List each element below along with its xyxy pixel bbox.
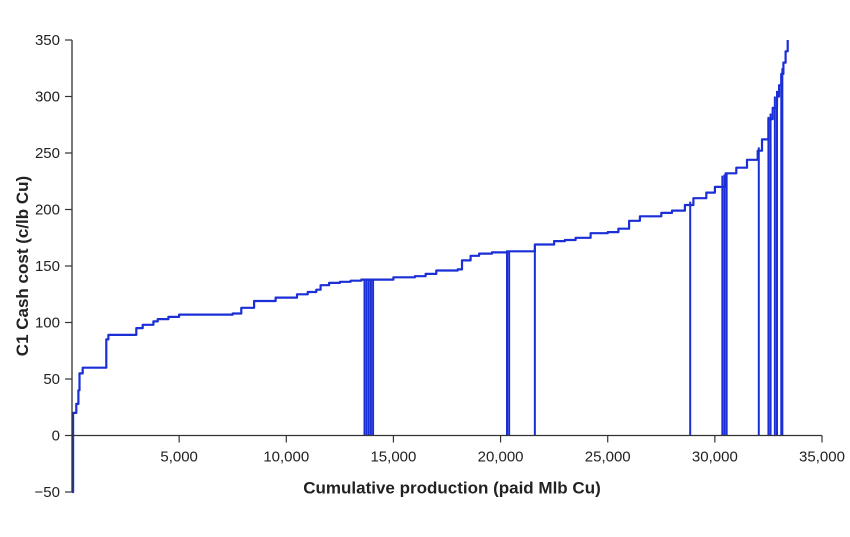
y-tick-label: 100 bbox=[35, 315, 60, 332]
x-tick-label: 10,000 bbox=[263, 449, 309, 466]
x-tick-label: 30,000 bbox=[692, 449, 738, 466]
x-tick-label: 35,000 bbox=[799, 449, 845, 466]
y-axis-ticks: −50 0 50 100 150 200 250 300 350 bbox=[35, 32, 72, 501]
cost-curve-line bbox=[72, 40, 789, 494]
y-axis-title: C1 Cash cost (c/lb Cu) bbox=[13, 176, 32, 356]
y-tick-label: 50 bbox=[43, 371, 60, 388]
y-tick-label: 300 bbox=[35, 89, 60, 106]
y-tick-label: 150 bbox=[35, 258, 60, 275]
x-tick-label: 20,000 bbox=[478, 449, 524, 466]
x-tick-label: 5,000 bbox=[160, 449, 198, 466]
x-axis-title: Cumulative production (paid Mlb Cu) bbox=[303, 479, 600, 498]
x-tick-label: 25,000 bbox=[585, 449, 631, 466]
y-tick-label: 350 bbox=[35, 32, 60, 49]
y-tick-label: 200 bbox=[35, 202, 60, 219]
y-tick-label: −50 bbox=[35, 484, 60, 501]
highlighted-drops bbox=[363, 68, 784, 436]
x-tick-label: 15,000 bbox=[370, 449, 416, 466]
x-axis-ticks: 5,000 10,000 15,000 20,000 25,000 30,000 35,00… bbox=[160, 435, 845, 466]
y-tick-label: 250 bbox=[35, 145, 60, 162]
y-tick-label: 0 bbox=[52, 428, 60, 445]
